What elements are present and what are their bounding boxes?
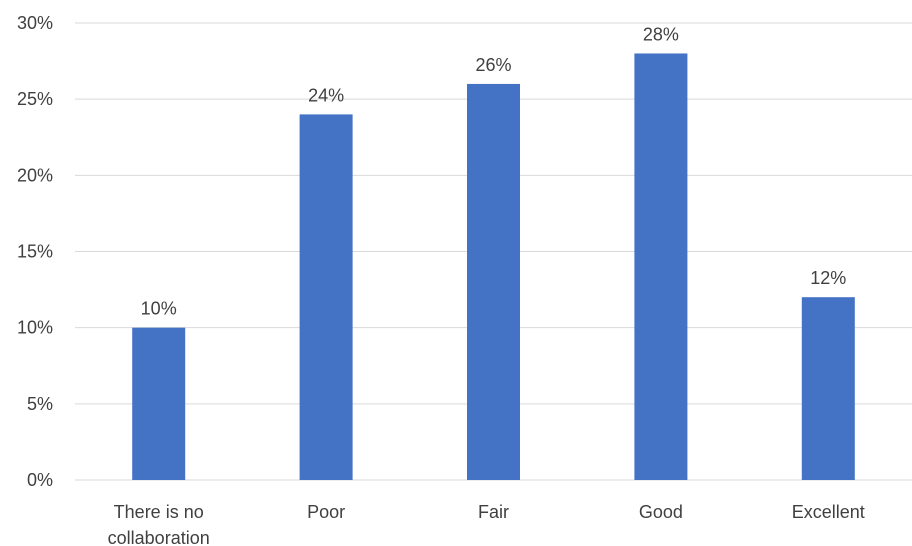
x-category-label: Fair <box>478 502 509 522</box>
bar <box>132 328 185 480</box>
y-tick-label: 30% <box>17 13 53 33</box>
y-tick-label: 25% <box>17 89 53 109</box>
x-category-label: Poor <box>307 502 345 522</box>
y-tick-label: 15% <box>17 242 53 262</box>
x-category-label: There is no <box>114 502 204 522</box>
bars <box>132 53 855 480</box>
x-axis-labels: There is no collaboration Poor Fair Good Exce… <box>108 502 865 546</box>
y-tick-label: 10% <box>17 318 53 338</box>
x-category-label: collaboration <box>108 528 210 546</box>
bar <box>467 84 520 480</box>
y-axis-ticks: 0% 5% 10% 15% 20% 25% 30% <box>17 13 53 490</box>
data-label: 24% <box>308 85 344 105</box>
y-tick-label: 0% <box>27 470 53 490</box>
bar <box>802 297 855 480</box>
data-label: 28% <box>643 24 679 44</box>
data-label: 26% <box>475 55 511 75</box>
y-tick-label: 20% <box>17 165 53 185</box>
x-category-label: Excellent <box>792 502 865 522</box>
data-label: 10% <box>141 299 177 319</box>
bar <box>300 114 353 480</box>
x-category-label: Good <box>639 502 683 522</box>
y-tick-label: 5% <box>27 394 53 414</box>
data-label: 12% <box>810 268 846 288</box>
bar <box>634 53 687 480</box>
